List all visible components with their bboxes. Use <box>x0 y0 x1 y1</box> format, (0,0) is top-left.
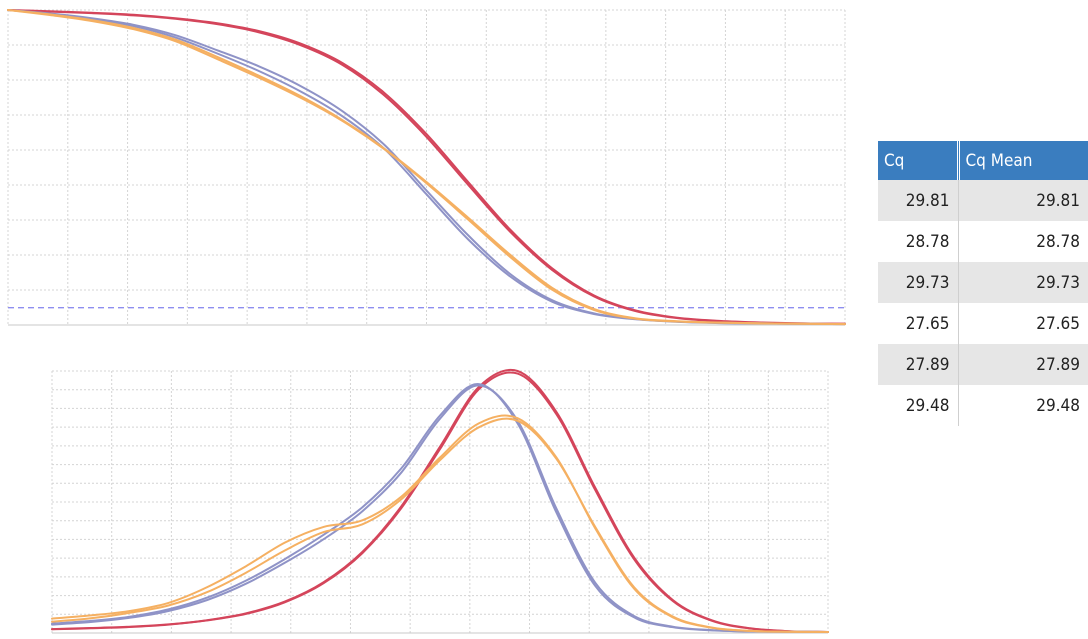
charts-area <box>7 9 846 634</box>
series-line-4[interactable] <box>51 384 829 633</box>
table-row[interactable]: 29.81 29.81 <box>878 180 1088 221</box>
series-line-2[interactable] <box>51 371 829 633</box>
cq-cell: 27.89 <box>878 344 959 385</box>
cq-cell: 27.65 <box>878 303 959 344</box>
table-row[interactable]: 29.48 29.48 <box>878 385 1088 426</box>
series-line-6[interactable] <box>51 417 829 633</box>
cq-cell: 29.73 <box>878 262 959 303</box>
series-line-2[interactable] <box>7 9 846 325</box>
table-row[interactable]: 27.89 27.89 <box>878 344 1088 385</box>
derivative-chart <box>51 368 829 634</box>
cq-mean-cell: 29.73 <box>958 262 1088 303</box>
cq-mean-cell: 27.65 <box>1036 313 1080 334</box>
column-header-cq[interactable]: Cq <box>878 141 960 180</box>
column-header-cq-mean[interactable]: Cq Mean <box>958 141 1088 180</box>
table-row[interactable]: 27.65 27.65 <box>878 303 1088 344</box>
table-row[interactable]: 28.78 28.78 <box>878 221 1088 262</box>
table-header-row: Cq Cq Mean <box>878 141 1088 180</box>
cq-cell: 29.48 <box>878 385 959 426</box>
table-row[interactable]: 29.73 29.73 <box>878 262 1088 303</box>
cq-cell: 29.81 <box>878 180 959 221</box>
cq-cell: 28.78 <box>878 221 959 262</box>
cq-mean-cell: 29.81 <box>958 180 1088 221</box>
amplification-chart <box>7 9 846 326</box>
cq-mean-cell: 29.48 <box>1036 395 1080 416</box>
series-line-3[interactable] <box>51 383 829 633</box>
cq-mean-cell: 27.89 <box>958 344 1088 385</box>
cq-table: Cq Cq Mean 29.81 29.81 28.78 28.78 29.73… <box>878 141 1088 426</box>
cq-mean-cell: 28.78 <box>1036 231 1080 252</box>
series-line-6[interactable] <box>7 9 846 326</box>
series-line-1[interactable] <box>51 368 829 633</box>
